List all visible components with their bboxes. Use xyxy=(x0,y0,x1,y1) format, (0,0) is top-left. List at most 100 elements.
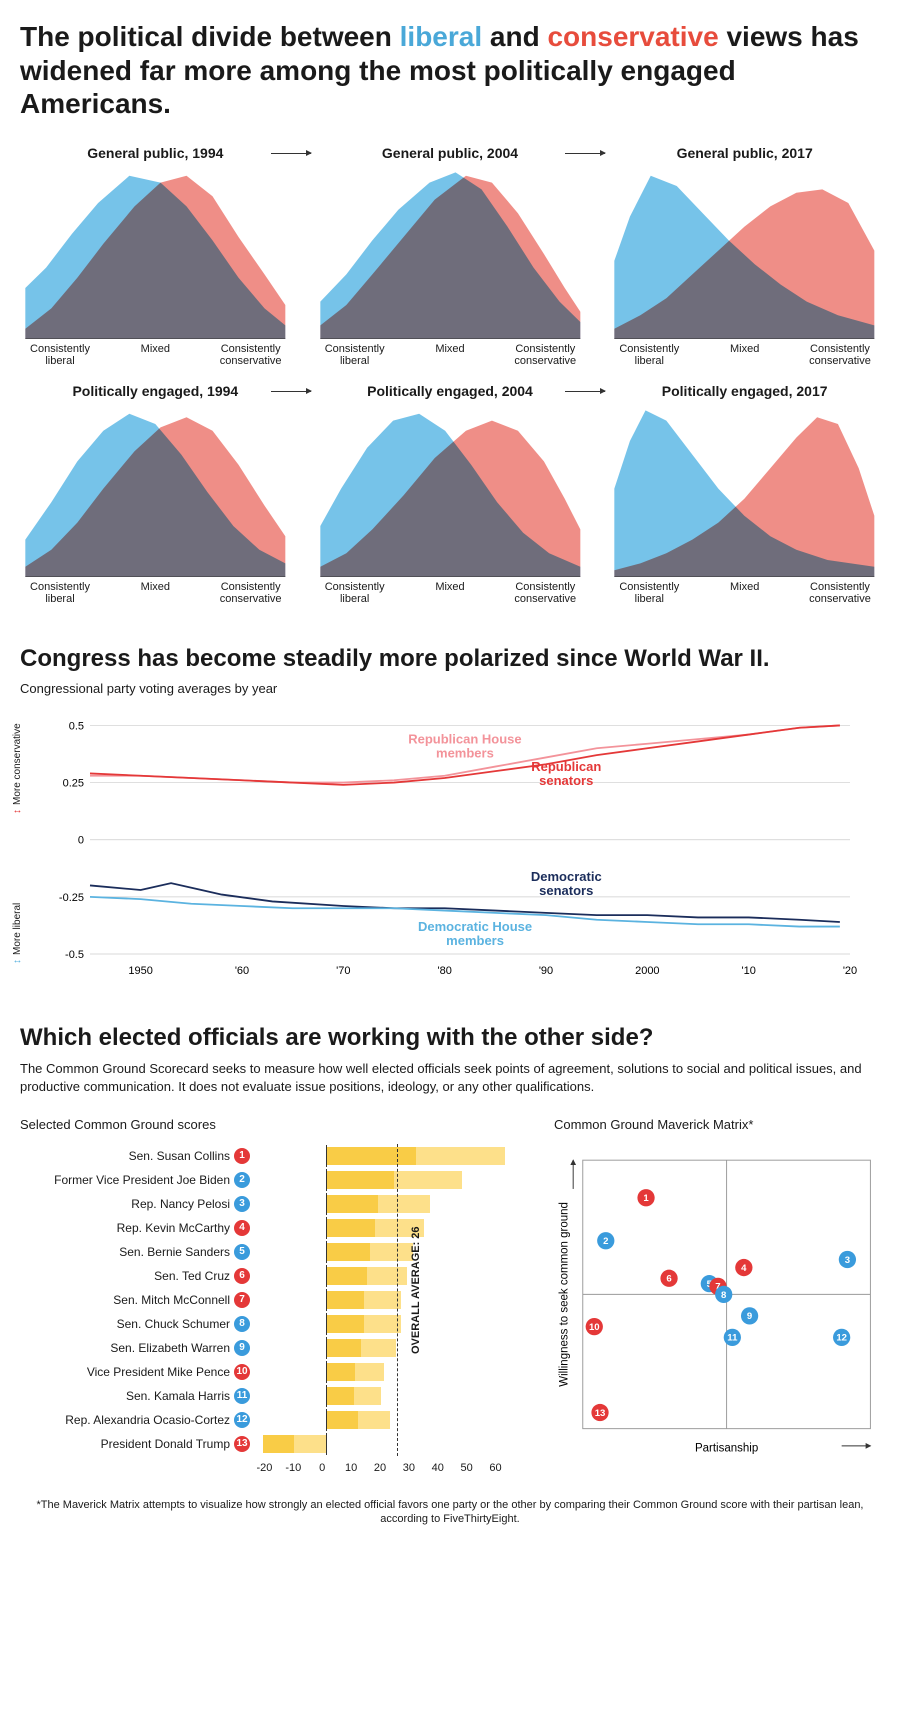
badge-icon: 13 xyxy=(234,1436,250,1452)
svg-text:Republicansenators: Republicansenators xyxy=(531,759,601,788)
badge-icon: 2 xyxy=(234,1172,250,1188)
badge-icon: 11 xyxy=(234,1388,250,1404)
svg-text:2000: 2000 xyxy=(635,965,659,977)
cg-bars-col: Selected Common Ground scores Sen. Susan… xyxy=(20,1117,514,1478)
arrow-icon xyxy=(565,153,605,154)
dist-title: General public, 1994 xyxy=(20,145,291,161)
dist-axis: Consistently liberal Mixed Consistently … xyxy=(609,581,880,605)
cg-bar-title: Selected Common Ground scores xyxy=(20,1117,514,1132)
cg-title: Which elected officials are working with… xyxy=(20,1024,880,1052)
dist-title: Politically engaged, 2004 xyxy=(315,383,586,399)
bar-row: Sen. Chuck Schumer 8 xyxy=(20,1312,514,1336)
badge-icon: 7 xyxy=(234,1292,250,1308)
headline-liberal: liberal xyxy=(400,21,482,52)
bar-label: Sen. Elizabeth Warren 9 xyxy=(20,1340,254,1356)
cg-row: Selected Common Ground scores Sen. Susan… xyxy=(20,1117,880,1478)
headline-conservative: conservative xyxy=(547,21,718,52)
dist-axis: Consistently liberal Mixed Consistently … xyxy=(315,581,586,605)
bar-track xyxy=(254,1219,514,1237)
svg-text:'70: '70 xyxy=(336,965,350,977)
svg-text:0: 0 xyxy=(78,835,84,847)
congress-title: Congress has become steadily more polari… xyxy=(20,645,880,673)
svg-text:0.5: 0.5 xyxy=(69,721,84,733)
badge-icon: 6 xyxy=(234,1268,250,1284)
svg-text:12: 12 xyxy=(836,1332,847,1343)
svg-text:1950: 1950 xyxy=(128,965,152,977)
svg-text:13: 13 xyxy=(595,1407,606,1418)
dist-title: Politically engaged, 1994 xyxy=(20,383,291,399)
bar-row: Sen. Ted Cruz 6 xyxy=(20,1264,514,1288)
dist-title: General public, 2004 xyxy=(315,145,586,161)
badge-icon: 4 xyxy=(234,1220,250,1236)
arrow-icon xyxy=(271,391,311,392)
bar-row: Rep. Nancy Pelosi 3 xyxy=(20,1192,514,1216)
headline: The political divide between liberal and… xyxy=(20,20,880,121)
badge-icon: 12 xyxy=(234,1412,250,1428)
cg-matrix-col: Common Ground Maverick Matrix* Partisans… xyxy=(554,1117,880,1478)
dist-panel: Politically engaged, 2017 Consistently l… xyxy=(609,383,880,605)
bar-label: Sen. Mitch McConnell 7 xyxy=(20,1292,254,1308)
svg-text:-0.25: -0.25 xyxy=(59,892,84,904)
svg-text:Partisanship: Partisanship xyxy=(695,1442,758,1454)
bar-track xyxy=(254,1435,514,1453)
bar-label: Sen. Chuck Schumer 8 xyxy=(20,1316,254,1332)
y-label-conservative: ↕More conservative xyxy=(12,723,23,814)
svg-text:1: 1 xyxy=(643,1193,649,1204)
dist-title: General public, 2017 xyxy=(609,145,880,161)
dist-svg xyxy=(20,407,291,577)
y-label-liberal: ↕More liberal xyxy=(12,903,23,964)
cg-matrix-title: Common Ground Maverick Matrix* xyxy=(554,1117,880,1132)
bar-row: Sen. Bernie Sanders 5 xyxy=(20,1240,514,1264)
bar-row: President Donald Trump 13 xyxy=(20,1432,514,1456)
svg-text:6: 6 xyxy=(666,1273,671,1284)
footnote: *The Maverick Matrix attempts to visuali… xyxy=(20,1498,880,1527)
matrix-svg: Partisanship Willingness to seek common g… xyxy=(554,1144,880,1464)
dist-axis: Consistently liberal Mixed Consistently … xyxy=(20,343,291,367)
dist-svg xyxy=(609,407,880,577)
bar-label: Rep. Kevin McCarthy 4 xyxy=(20,1220,254,1236)
bar-track xyxy=(254,1363,514,1381)
svg-text:Democratic Housemembers: Democratic Housemembers xyxy=(418,919,532,948)
avg-label: OVERALL AVERAGE: 26 xyxy=(410,1226,422,1354)
bar-label: Sen. Kamala Harris 11 xyxy=(20,1388,254,1404)
bar-row: Former Vice President Joe Biden 2 xyxy=(20,1168,514,1192)
bar-label: Sen. Ted Cruz 6 xyxy=(20,1268,254,1284)
svg-text:'90: '90 xyxy=(539,965,553,977)
bar-track xyxy=(254,1267,514,1285)
matrix-wrap: Partisanship Willingness to seek common g… xyxy=(554,1144,880,1464)
bar-track xyxy=(254,1315,514,1333)
svg-text:'60: '60 xyxy=(235,965,249,977)
bar-row: Sen. Kamala Harris 11 xyxy=(20,1384,514,1408)
badge-icon: 3 xyxy=(234,1196,250,1212)
arrow-icon xyxy=(271,153,311,154)
congress-chart: ↕More conservative ↕More liberal 0.50.25… xyxy=(20,704,880,984)
badge-icon: 5 xyxy=(234,1244,250,1260)
bar-label: Sen. Bernie Sanders 5 xyxy=(20,1244,254,1260)
bar-track xyxy=(254,1387,514,1405)
svg-text:'80: '80 xyxy=(437,965,451,977)
dist-panel: Politically engaged, 1994 Consistently l… xyxy=(20,383,291,605)
bars-wrap: Sen. Susan Collins 1 Former Vice Preside… xyxy=(20,1144,514,1456)
svg-text:8: 8 xyxy=(721,1289,727,1300)
bar-track xyxy=(254,1195,514,1213)
arrow-icon xyxy=(565,391,605,392)
dist-axis: Consistently liberal Mixed Consistently … xyxy=(609,343,880,367)
svg-text:'10: '10 xyxy=(741,965,755,977)
svg-text:3: 3 xyxy=(845,1254,850,1265)
bar-row: Rep. Alexandria Ocasio-Cortez 12 xyxy=(20,1408,514,1432)
svg-text:Democraticsenators: Democraticsenators xyxy=(531,869,602,898)
dist-panel: General public, 2017 Consistently libera… xyxy=(609,145,880,367)
svg-text:0.25: 0.25 xyxy=(63,778,84,790)
bar-label: Sen. Susan Collins 1 xyxy=(20,1148,254,1164)
bar-track xyxy=(254,1171,514,1189)
svg-text:9: 9 xyxy=(747,1311,752,1322)
svg-text:11: 11 xyxy=(727,1332,738,1343)
svg-text:Willingness to seek common gro: Willingness to seek common ground xyxy=(558,1202,570,1387)
dist-axis: Consistently liberal Mixed Consistently … xyxy=(315,343,586,367)
cg-desc: The Common Ground Scorecard seeks to mea… xyxy=(20,1060,880,1096)
bar-row: Sen. Susan Collins 1 xyxy=(20,1144,514,1168)
bar-track xyxy=(254,1411,514,1429)
dist-panel: Politically engaged, 2004 Consistently l… xyxy=(315,383,586,605)
bar-track xyxy=(254,1291,514,1309)
bar-label: Vice President Mike Pence 10 xyxy=(20,1364,254,1380)
